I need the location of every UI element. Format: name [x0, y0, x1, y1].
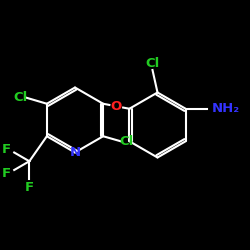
Text: NH₂: NH₂: [212, 102, 240, 115]
Text: O: O: [110, 100, 122, 113]
Text: N: N: [70, 146, 80, 159]
Text: F: F: [2, 143, 11, 156]
Text: Cl: Cl: [120, 135, 134, 148]
Text: F: F: [2, 166, 11, 179]
Text: Cl: Cl: [146, 57, 160, 70]
Text: Cl: Cl: [14, 91, 28, 104]
Text: F: F: [25, 181, 34, 194]
